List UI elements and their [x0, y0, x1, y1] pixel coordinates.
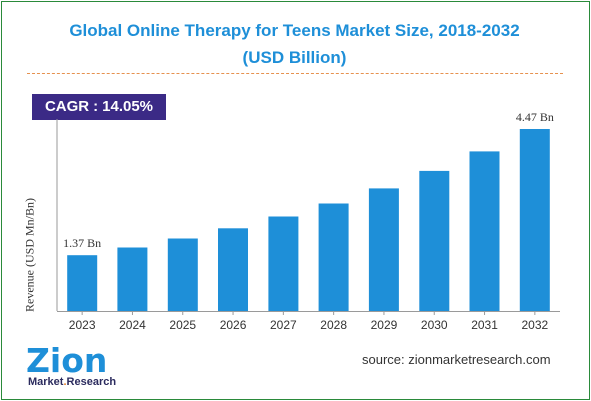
cagr-label: CAGR [44, 98, 90, 115]
bar-2027 [268, 216, 299, 311]
logo-sub-right: Research [66, 376, 117, 388]
x-tick-label-2028: 2028 [320, 318, 347, 332]
x-tick-label-2027: 2027 [270, 318, 297, 332]
bar-2024 [117, 247, 148, 311]
bar-2031 [469, 151, 500, 311]
source-note: source: zionmarketresearch.com [362, 352, 551, 367]
bar-2029 [368, 188, 399, 311]
chart-title: Global Online Therapy for Teens Market S… [0, 17, 589, 71]
cagr-separator: : [93, 98, 99, 115]
chart-title-line1: Global Online Therapy for Teens Market S… [69, 21, 520, 40]
bar-2025 [167, 238, 198, 311]
cagr-value: 14.05% [102, 98, 154, 115]
x-tick-label-2029: 2029 [371, 318, 398, 332]
x-tick-label-2031: 2031 [471, 318, 498, 332]
logo-subtitle: Market.Research [28, 376, 116, 388]
data-label-2032: 4.47 Bn [516, 110, 554, 124]
bar-2028 [318, 203, 349, 311]
x-tick-label-2025: 2025 [169, 318, 196, 332]
x-tick-label-2024: 2024 [119, 318, 146, 332]
x-tick-label-2030: 2030 [421, 318, 448, 332]
logo-sub-left: Market [28, 376, 64, 388]
x-tick-label-2032: 2032 [521, 318, 548, 332]
bar-2023 [67, 255, 98, 311]
bar-2026 [218, 228, 248, 311]
x-tick-label-2023: 2023 [69, 318, 96, 332]
x-tick-label-2026: 2026 [220, 318, 247, 332]
title-divider [27, 73, 563, 74]
chart-title-line2: (USD Billion) [242, 48, 347, 67]
logo-sub-dot: . [63, 376, 67, 388]
cagr-badge: CAGR:14.05% [32, 94, 166, 120]
bar-2032 [519, 129, 550, 311]
bar-2030 [419, 170, 450, 311]
data-label-2023: 1.37 Bn [63, 236, 101, 250]
logo-word: Zion [26, 341, 108, 380]
zion-logo: Zion Market.Research [26, 343, 136, 393]
